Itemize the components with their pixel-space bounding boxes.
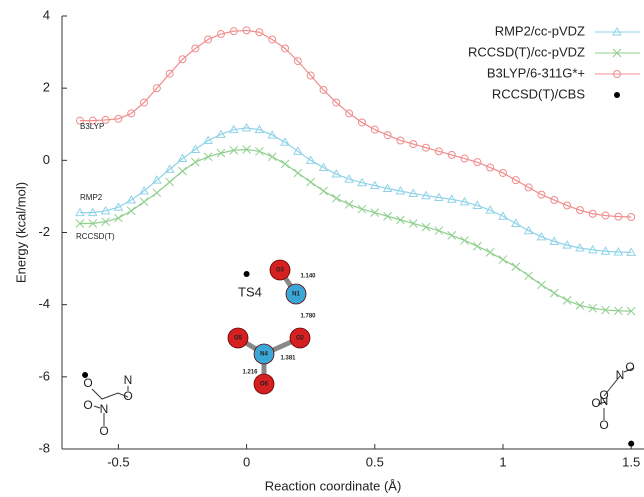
marker-x: [294, 169, 302, 177]
marker-x: [512, 263, 520, 271]
marker-x: [358, 205, 366, 213]
atom-label: N4: [260, 352, 268, 358]
x-tick-label: 0: [243, 454, 250, 469]
point: [244, 271, 250, 277]
marker-x: [114, 214, 122, 222]
bond-length: 1.381: [280, 356, 296, 362]
reactant-atom: O: [83, 398, 92, 412]
x-tick-label: 0.5: [366, 454, 384, 469]
marker-x: [153, 189, 161, 197]
marker-x: [204, 153, 212, 161]
marker-x: [525, 272, 533, 280]
point: [614, 92, 620, 98]
x-axis-label: Reaction coordinate (Å): [265, 478, 402, 493]
x-tick-label: 1.5: [622, 454, 640, 469]
marker-x: [371, 209, 379, 217]
product-atom: N: [616, 368, 625, 382]
marker-x: [179, 167, 187, 175]
marker-x: [422, 223, 430, 231]
y-tick-label: 4: [43, 7, 50, 22]
y-axis-label: Energy (kcal/mol): [13, 182, 28, 283]
marker-x: [448, 231, 456, 239]
legend-label: B3LYP/6-311G*+: [487, 65, 585, 80]
bond-length: 1.140: [300, 274, 316, 280]
marker-x: [281, 160, 289, 168]
atom-label: O6: [260, 382, 269, 388]
marker-x: [332, 194, 340, 202]
marker-x: [127, 207, 135, 215]
product-atom: O: [625, 360, 634, 374]
atom-label: N1: [292, 292, 300, 298]
legend-label: RMP2/cc-pVDZ: [495, 23, 585, 38]
bond-length: 1.780: [300, 314, 316, 320]
marker-x: [461, 236, 469, 244]
y-tick-label: 2: [43, 80, 50, 95]
annotation: B3LYP: [80, 122, 104, 131]
series-line: [80, 128, 631, 252]
chart: -8 -6 -4 -2 0 2 4 -0.5 0 0.5 1 1.5 Reaction coordina…: [0, 0, 644, 497]
atom-label: O5: [234, 336, 243, 342]
marker-x: [345, 200, 353, 208]
legend-label: RCCSD(T)/cc-pVDZ: [468, 44, 585, 59]
point: [628, 441, 634, 447]
marker-x: [550, 289, 558, 297]
series-line: [80, 150, 631, 312]
marker-x: [563, 296, 571, 304]
marker-x: [307, 178, 315, 186]
atom-label: O2: [296, 336, 305, 342]
y-tick-label: 0: [43, 152, 50, 167]
x-tick-label: 1: [499, 454, 506, 469]
marker-x: [576, 301, 584, 309]
annotation: TS4: [238, 284, 262, 299]
marker-x: [268, 153, 276, 161]
marker-x: [537, 281, 545, 289]
marker-x: [320, 187, 328, 195]
marker-x: [140, 198, 148, 206]
marker-x: [435, 227, 443, 235]
product-atom: O: [599, 418, 608, 432]
bond-length: 1.216: [242, 370, 258, 376]
marker-x: [486, 248, 494, 256]
marker-x: [217, 149, 225, 157]
marker-x: [409, 219, 417, 227]
marker-x: [166, 178, 174, 186]
reactant-atom: O: [123, 389, 132, 403]
reactant-atom: N: [124, 373, 133, 387]
marker-x: [384, 212, 392, 220]
reactant-atom: O: [83, 376, 92, 390]
y-tick-label: -6: [38, 368, 50, 383]
y-tick-label: -8: [38, 440, 50, 455]
reactant-atom: N: [100, 402, 109, 416]
marker-x: [396, 216, 404, 224]
y-tick-label: -2: [38, 224, 50, 239]
reactant-atom: O: [99, 424, 108, 438]
marker-x: [191, 158, 199, 166]
y-tick-label: -4: [38, 296, 50, 311]
product-atom: N: [600, 394, 609, 408]
annotation: RCCSD(T): [76, 232, 115, 241]
atom-label: O3: [276, 268, 285, 274]
annotation: RMP2: [80, 193, 103, 202]
legend-label: RCCSD(T)/CBS: [492, 86, 585, 101]
x-tick-label: -0.5: [107, 454, 129, 469]
marker-x: [473, 242, 481, 250]
marker-x: [499, 256, 507, 264]
